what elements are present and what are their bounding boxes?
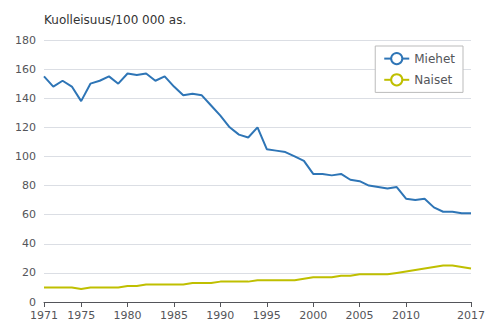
svg-text:100: 100 bbox=[15, 150, 36, 163]
svg-text:60: 60 bbox=[22, 208, 36, 221]
svg-text:120: 120 bbox=[15, 121, 36, 134]
svg-text:0: 0 bbox=[29, 296, 36, 309]
svg-text:40: 40 bbox=[22, 237, 36, 250]
svg-text:2000: 2000 bbox=[299, 309, 327, 322]
svg-text:2005: 2005 bbox=[346, 309, 374, 322]
svg-text:Naiset: Naiset bbox=[414, 73, 452, 87]
svg-text:140: 140 bbox=[15, 92, 36, 105]
svg-text:1995: 1995 bbox=[253, 309, 281, 322]
svg-text:1985: 1985 bbox=[160, 309, 188, 322]
svg-text:20: 20 bbox=[22, 266, 36, 279]
svg-text:180: 180 bbox=[15, 34, 36, 47]
svg-text:2010: 2010 bbox=[392, 309, 420, 322]
svg-text:1975: 1975 bbox=[67, 309, 95, 322]
svg-text:160: 160 bbox=[15, 63, 36, 76]
svg-text:Miehet: Miehet bbox=[414, 52, 455, 66]
svg-text:1990: 1990 bbox=[206, 309, 234, 322]
svg-text:1980: 1980 bbox=[114, 309, 142, 322]
svg-text:1971: 1971 bbox=[30, 309, 58, 322]
svg-text:Kuolleisuus/100 000 as.: Kuolleisuus/100 000 as. bbox=[44, 13, 186, 27]
svg-text:2017: 2017 bbox=[457, 309, 485, 322]
svg-text:80: 80 bbox=[22, 179, 36, 192]
